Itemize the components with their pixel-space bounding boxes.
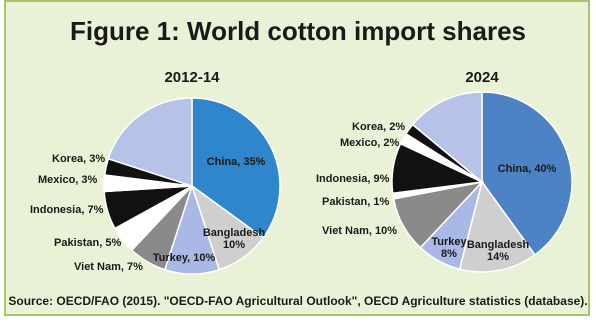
pie-slice [458, 180, 536, 273]
source-note: Source: OECD/FAO (2015). "OECD-FAO Agric… [8, 294, 588, 308]
slice-label: Bangladesh 14% [467, 239, 530, 263]
slice-label: Indonesia, 9% [316, 173, 390, 185]
pie-slice [411, 91, 483, 184]
slice-label: Viet Nam, 10% [322, 225, 397, 237]
slice-label: Turkey, 10% [153, 252, 216, 264]
pie-slice [191, 97, 281, 239]
pie-slice [107, 97, 193, 188]
slice-label: Pakistan, 5% [54, 237, 121, 249]
pie-title: 2012-14 [164, 69, 220, 86]
pie-chart-1: 2012-14 China, 35% Bangladesh 10%Turkey, 10… [30, 69, 281, 275]
figure-title: Figure 1: World cotton import shares [69, 16, 526, 46]
slice-label: Korea, 3% [52, 153, 105, 165]
slice-label: Indonesia, 7% [30, 204, 104, 216]
slice-label: Korea, 2% [352, 121, 405, 133]
slice-label: Bangladesh 10% [203, 227, 266, 251]
pie-title: 2024 [465, 69, 499, 86]
slice-label: Viet Nam, 7% [74, 261, 143, 273]
slice-label: Mexico, 2% [340, 137, 400, 149]
slice-label: China, 40% [498, 163, 557, 175]
slice-label: Mexico, 3% [38, 174, 98, 186]
slice-label: Turkey 8% [431, 236, 467, 260]
pie-slice [481, 91, 573, 256]
slice-label: Pakistan, 1% [322, 196, 389, 208]
pie-chart-2: 2024 China, 40% Bangladesh 14%Turkey 8% Viet … [316, 69, 573, 273]
slice-label: China, 35% [207, 156, 266, 168]
